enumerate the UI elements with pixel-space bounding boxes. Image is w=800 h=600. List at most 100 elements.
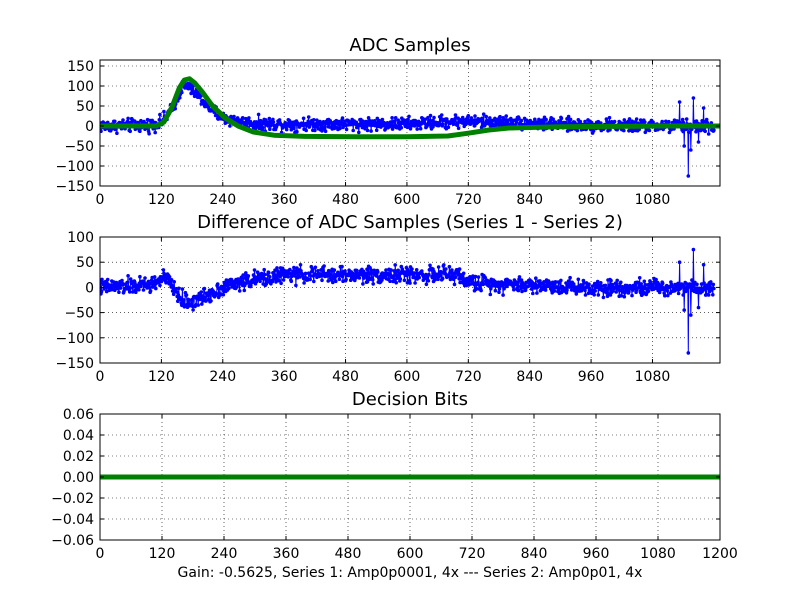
data-point bbox=[190, 88, 195, 93]
data-point bbox=[258, 118, 263, 123]
data-point bbox=[453, 275, 458, 280]
data-point bbox=[634, 117, 639, 121]
data-point bbox=[315, 118, 319, 122]
data-point bbox=[687, 130, 691, 134]
data-point bbox=[408, 281, 412, 285]
data-point bbox=[389, 268, 393, 272]
data-point bbox=[120, 278, 124, 283]
data-point bbox=[179, 297, 183, 302]
data-point bbox=[476, 275, 481, 279]
data-point bbox=[100, 129, 103, 133]
data-point bbox=[355, 268, 359, 273]
data-point bbox=[326, 279, 331, 283]
data-point bbox=[619, 280, 623, 285]
data-point bbox=[176, 299, 180, 304]
x-tick-label: 960 bbox=[578, 192, 605, 208]
data-point bbox=[124, 283, 128, 288]
x-tick-label: 840 bbox=[516, 192, 543, 208]
data-point bbox=[237, 289, 242, 293]
series-series-1-series-2-points bbox=[100, 247, 716, 355]
data-point bbox=[199, 290, 204, 294]
data-point bbox=[399, 125, 404, 130]
data-point bbox=[402, 278, 407, 283]
data-point bbox=[408, 127, 413, 131]
data-point bbox=[249, 283, 253, 288]
data-point bbox=[538, 279, 542, 283]
data-point bbox=[529, 287, 534, 291]
data-point bbox=[643, 282, 648, 287]
data-point bbox=[453, 113, 458, 117]
data-point bbox=[431, 125, 435, 129]
data-point bbox=[415, 127, 420, 131]
data-point bbox=[701, 106, 706, 110]
data-point bbox=[523, 288, 528, 292]
x-tick-label: 240 bbox=[209, 192, 236, 208]
data-point bbox=[665, 289, 670, 293]
y-tick-label: 100 bbox=[67, 79, 94, 95]
data-point bbox=[201, 299, 206, 303]
data-point bbox=[436, 265, 441, 269]
data-point bbox=[481, 282, 486, 287]
data-point bbox=[291, 126, 296, 131]
data-point bbox=[466, 114, 471, 118]
data-point bbox=[361, 282, 365, 286]
data-point bbox=[686, 351, 691, 355]
x-tick-label: 120 bbox=[148, 369, 175, 385]
y-tick-label: −50 bbox=[64, 306, 94, 322]
data-point bbox=[293, 274, 297, 278]
data-point bbox=[271, 117, 275, 122]
data-point bbox=[701, 262, 706, 267]
data-point bbox=[235, 285, 239, 289]
data-point bbox=[200, 302, 204, 306]
data-point bbox=[113, 288, 117, 293]
y-tick-label: 0.00 bbox=[63, 470, 94, 486]
data-point bbox=[551, 282, 555, 287]
data-point bbox=[695, 282, 699, 287]
data-point bbox=[338, 126, 342, 131]
y-tick-label: −100 bbox=[56, 159, 94, 175]
data-point bbox=[393, 116, 398, 120]
data-point bbox=[479, 288, 483, 293]
data-point bbox=[174, 290, 179, 294]
data-point bbox=[427, 272, 431, 277]
data-point bbox=[154, 286, 158, 291]
data-point bbox=[569, 288, 574, 292]
data-point bbox=[472, 124, 477, 128]
data-point bbox=[180, 287, 185, 291]
data-point bbox=[617, 288, 622, 293]
data-point bbox=[428, 263, 432, 268]
data-point bbox=[170, 283, 174, 288]
data-point bbox=[599, 281, 603, 285]
data-point bbox=[681, 129, 685, 134]
data-point bbox=[371, 282, 376, 286]
y-tick-label: 50 bbox=[76, 99, 94, 115]
data-point bbox=[461, 271, 466, 276]
data-point bbox=[161, 275, 165, 280]
data-point bbox=[117, 290, 121, 295]
data-point bbox=[689, 148, 693, 152]
data-point bbox=[704, 117, 709, 122]
data-point bbox=[417, 275, 422, 280]
data-point bbox=[241, 273, 245, 277]
y-tick-label: 0 bbox=[85, 119, 94, 135]
data-point bbox=[516, 288, 521, 293]
data-point bbox=[172, 280, 176, 284]
data-point bbox=[680, 117, 685, 122]
data-point bbox=[622, 128, 626, 133]
data-point bbox=[262, 272, 267, 277]
data-point bbox=[498, 114, 502, 119]
data-point bbox=[502, 286, 506, 291]
data-point bbox=[607, 115, 612, 120]
data-point bbox=[512, 287, 516, 292]
y-tick-label: 150 bbox=[67, 59, 94, 75]
data-point bbox=[583, 288, 587, 293]
data-point bbox=[407, 114, 411, 119]
data-point bbox=[113, 119, 117, 124]
data-point bbox=[676, 281, 680, 286]
data-point bbox=[148, 289, 153, 293]
data-point bbox=[627, 117, 632, 121]
data-point bbox=[405, 125, 410, 130]
data-point bbox=[191, 308, 195, 312]
data-point bbox=[107, 283, 112, 287]
data-point bbox=[599, 121, 603, 125]
